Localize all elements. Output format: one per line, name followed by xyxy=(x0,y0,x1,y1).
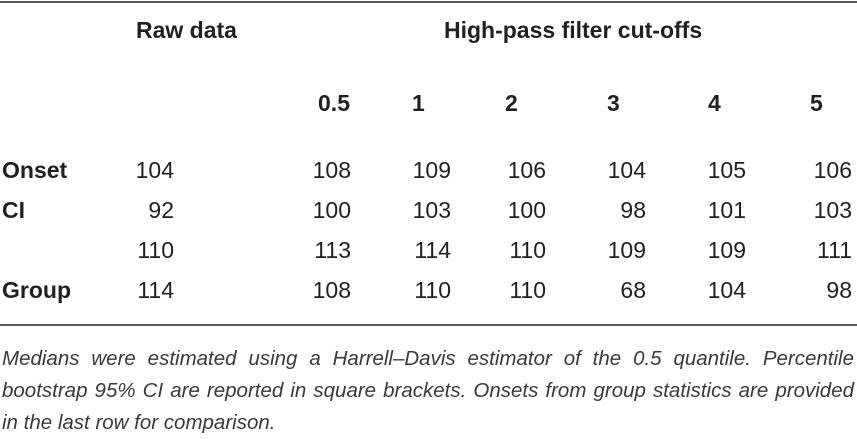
table-cell: 103 xyxy=(412,197,451,223)
table-cell: 108 xyxy=(312,157,351,183)
table-cell: 109 xyxy=(607,237,646,263)
header-filter-cutoffs: High-pass filter cut-offs xyxy=(444,17,703,43)
table-cell: 114 xyxy=(414,237,451,263)
table-cell: 105 xyxy=(707,157,746,183)
table-cell: 110 xyxy=(137,237,174,263)
table-cell: 98 xyxy=(826,277,852,303)
table-cell: 113 xyxy=(314,237,351,263)
cutoff-header: 4 xyxy=(708,90,721,116)
row-label-onset: Onset xyxy=(2,157,68,183)
table-cell: 110 xyxy=(414,277,451,303)
table-cell: 101 xyxy=(707,197,746,223)
table-cell: 104 xyxy=(135,157,174,183)
cutoff-header: 3 xyxy=(607,90,620,116)
results-table: Raw data High-pass filter cut-offs 0.5 1… xyxy=(2,17,852,303)
cutoff-header: 0.5 xyxy=(318,90,350,116)
table-caption: Medians were estimated using a Harrell–D… xyxy=(2,347,854,434)
table-cell: 106 xyxy=(507,157,546,183)
table-top-rule xyxy=(0,1,857,3)
table-bottom-rule xyxy=(0,324,857,326)
table-cell: 106 xyxy=(813,157,852,183)
table-cell: 100 xyxy=(507,197,546,223)
cutoff-header: 1 xyxy=(412,90,425,116)
table-cell: 114 xyxy=(137,277,174,303)
table-cell: 98 xyxy=(620,197,646,223)
row-label-ci: CI xyxy=(2,197,25,223)
table-cell: 68 xyxy=(620,277,646,303)
table-cell: 104 xyxy=(607,157,646,183)
table-cell: 110 xyxy=(509,237,546,263)
cutoff-header: 5 xyxy=(810,90,823,116)
table-cell: 104 xyxy=(707,277,746,303)
header-raw-data: Raw data xyxy=(136,17,237,43)
row-label-group: Group xyxy=(2,277,71,303)
table-cell: 109 xyxy=(412,157,451,183)
table-cell: 110 xyxy=(509,277,546,303)
table-cell: 109 xyxy=(707,237,746,263)
table-cell: 100 xyxy=(312,197,351,223)
table-cell: 111 xyxy=(817,237,852,263)
table-cell: 108 xyxy=(312,277,351,303)
table-cell: 103 xyxy=(813,197,852,223)
table-cell: 92 xyxy=(148,197,174,223)
cutoff-header: 2 xyxy=(505,90,518,116)
